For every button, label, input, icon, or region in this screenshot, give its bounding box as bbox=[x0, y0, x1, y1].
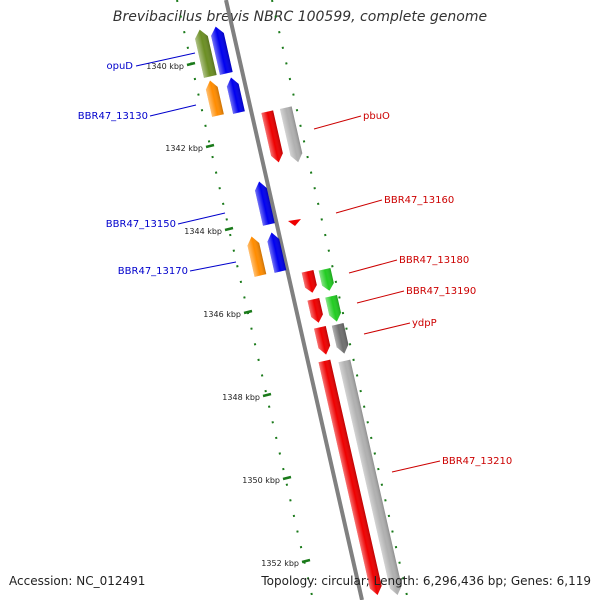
gene-arrow[interactable] bbox=[266, 231, 287, 273]
accession-text: Accession: NC_012491 bbox=[9, 574, 146, 588]
gene-features bbox=[193, 25, 404, 597]
map-title: Brevibacillus brevis NBRC 100599, comple… bbox=[112, 9, 488, 25]
kbp-tick-mark bbox=[243, 309, 253, 315]
gene-label-right[interactable]: pbuO bbox=[363, 111, 390, 122]
gene-arrow[interactable] bbox=[325, 294, 342, 323]
gene-arrow[interactable] bbox=[209, 25, 233, 75]
gene-arrow[interactable] bbox=[204, 79, 224, 117]
kbp-tick-label: 1352 kbp bbox=[261, 559, 299, 568]
kbp-tick-label: 1348 kbp bbox=[222, 393, 260, 402]
gene-arrow[interactable] bbox=[318, 267, 336, 292]
label-leader-line bbox=[356, 290, 405, 304]
label-leader-line bbox=[335, 199, 383, 214]
gene-label-right[interactable]: BBR47_13190 bbox=[406, 286, 476, 297]
label-leader-line bbox=[313, 115, 362, 130]
gene-arrow[interactable] bbox=[225, 76, 245, 114]
kbp-tick-label: 1350 kbp bbox=[242, 476, 280, 485]
label-leader-line bbox=[391, 460, 441, 473]
left-tick-track bbox=[176, 0, 314, 600]
gene-arrow[interactable] bbox=[246, 235, 267, 277]
right-tick-track bbox=[271, 0, 409, 600]
kbp-tick-mark bbox=[301, 558, 311, 564]
kbp-tick-mark bbox=[205, 143, 215, 149]
kbp-tick-label: 1340 kbp bbox=[146, 62, 184, 71]
gene-label-left[interactable]: BBR47_13150 bbox=[106, 219, 176, 230]
label-leader-line bbox=[135, 52, 196, 67]
label-leader-line bbox=[363, 322, 411, 335]
gene-arrow[interactable] bbox=[301, 269, 319, 294]
label-leader-line bbox=[189, 261, 237, 272]
kbp-tick-mark bbox=[186, 61, 196, 67]
kbp-tick-mark bbox=[262, 392, 272, 398]
kbp-tick-mark bbox=[224, 226, 234, 232]
gene-arrow[interactable] bbox=[261, 110, 284, 163]
gene-arrow[interactable] bbox=[338, 359, 404, 597]
kbp-ticks: 1340 kbp 1342 kbp 1344 kbp 1346 kbp 1348 kbp… bbox=[146, 61, 311, 568]
genome-backbone bbox=[224, 0, 364, 600]
label-leaders bbox=[135, 52, 441, 473]
gene-label-right[interactable]: BBR47_13210 bbox=[442, 456, 512, 467]
gene-arrow[interactable] bbox=[253, 180, 275, 226]
gene-label-right[interactable]: ydpP bbox=[412, 318, 437, 329]
label-leader-line bbox=[177, 212, 226, 225]
gene-marker[interactable] bbox=[288, 219, 301, 226]
gene-arrow[interactable] bbox=[307, 297, 324, 324]
gene-arrow[interactable] bbox=[314, 326, 332, 356]
kbp-tick-mark bbox=[282, 475, 292, 481]
kbp-tick-label: 1342 kbp bbox=[165, 144, 203, 153]
label-leader-line bbox=[149, 104, 197, 117]
label-leader-line bbox=[348, 259, 398, 274]
gene-label-left[interactable]: BBR47_13130 bbox=[78, 111, 148, 122]
genome-stats-text: Topology: circular; Length: 6,296,436 bp… bbox=[261, 574, 591, 588]
gene-label-right[interactable]: BBR47_13160 bbox=[384, 195, 454, 206]
gene-label-left[interactable]: opuD bbox=[106, 61, 133, 72]
gene-label-right[interactable]: BBR47_13180 bbox=[399, 255, 469, 266]
kbp-tick-label: 1346 kbp bbox=[203, 310, 241, 319]
gene-label-left[interactable]: BBR47_13170 bbox=[118, 266, 188, 277]
opuD-gene[interactable] bbox=[193, 28, 217, 78]
kbp-tick-label: 1344 kbp bbox=[184, 227, 222, 236]
gene-arrow[interactable] bbox=[331, 323, 350, 355]
gene-arrow[interactable] bbox=[279, 106, 304, 163]
gene-labels: opuD BBR47_13130 BBR47_13150 BBR47_13170 pbu… bbox=[78, 61, 512, 467]
gene-arrow[interactable] bbox=[318, 359, 384, 597]
